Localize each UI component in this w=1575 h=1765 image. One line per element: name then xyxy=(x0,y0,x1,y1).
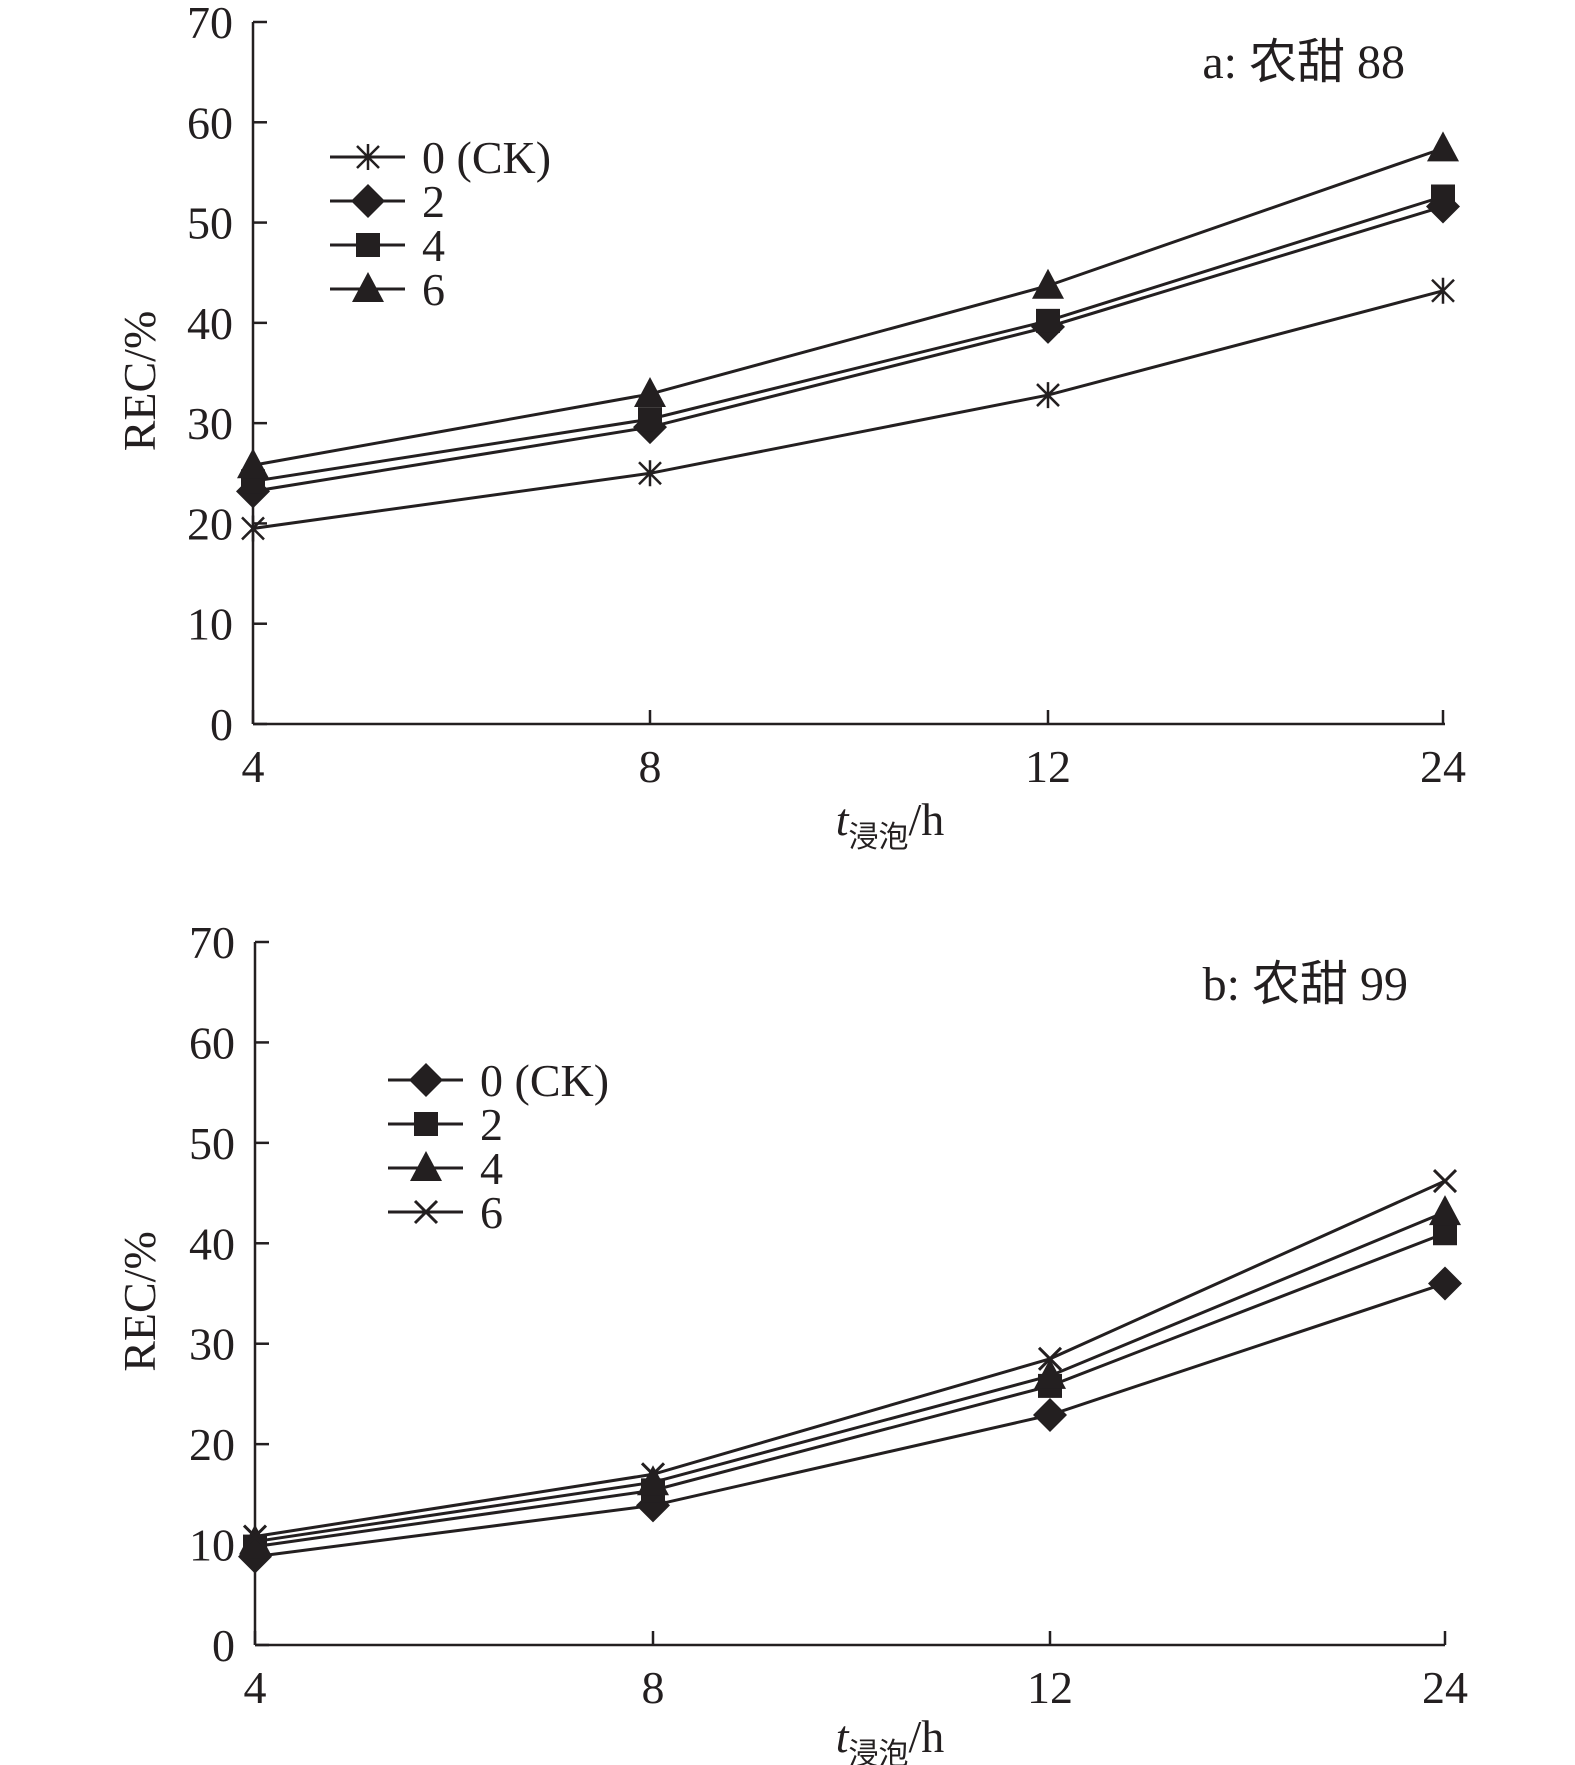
legend-entry: 6 xyxy=(388,1187,503,1238)
data-point xyxy=(1036,382,1060,409)
legend-entry: 0 (CK) xyxy=(388,1055,609,1106)
series-line xyxy=(254,1231,1446,1549)
series-0 xyxy=(238,1266,1462,1574)
data-point xyxy=(1427,131,1459,162)
y-tick-label: 40 xyxy=(187,298,233,349)
legend-marker xyxy=(414,1112,438,1136)
y-axis-label: REC/% xyxy=(114,311,165,452)
data-point xyxy=(638,407,662,432)
legend-entry: 2 xyxy=(388,1099,503,1150)
data-point xyxy=(1433,1221,1457,1246)
data-point xyxy=(241,515,265,542)
series-2 xyxy=(241,184,1455,494)
data-point xyxy=(634,377,666,408)
y-axis-label: REC/% xyxy=(114,1231,165,1372)
series-line xyxy=(254,1282,1446,1559)
y-tick-label: 0 xyxy=(212,1620,235,1671)
data-point xyxy=(1037,1346,1063,1371)
legend-marker xyxy=(410,1151,442,1181)
x-tick-label: 8 xyxy=(642,1662,665,1713)
y-tick-label: 20 xyxy=(187,498,233,549)
legend-marker xyxy=(409,1063,443,1097)
data-point xyxy=(638,460,662,487)
legend: 0 (CK)246 xyxy=(388,1055,609,1238)
y-tick-label: 10 xyxy=(189,1520,235,1571)
data-point xyxy=(640,1462,666,1487)
data-point xyxy=(1034,1358,1066,1389)
series-line xyxy=(252,195,1444,483)
series-line xyxy=(252,289,1444,530)
series-1 xyxy=(236,189,1460,509)
data-point xyxy=(237,448,269,479)
series-line xyxy=(254,1210,1446,1544)
x-tick-label: 24 xyxy=(1420,741,1466,792)
legend-entry: 6 xyxy=(330,264,445,315)
data-point xyxy=(1036,308,1060,333)
y-tick-label: 10 xyxy=(187,599,233,650)
data-point xyxy=(239,1524,271,1555)
legend-entry: 2 xyxy=(330,176,445,227)
series-line xyxy=(252,205,1444,493)
data-point xyxy=(637,1465,669,1496)
legend-label: 2 xyxy=(480,1099,503,1150)
x-tick-label: 24 xyxy=(1422,1662,1468,1713)
legend-entry: 0 (CK) xyxy=(330,132,551,183)
y-tick-label: 70 xyxy=(189,917,235,968)
legend-marker xyxy=(351,184,385,218)
y-tick-label: 50 xyxy=(187,198,233,249)
y-tick-label: 0 xyxy=(210,699,233,750)
legend-marker xyxy=(356,233,380,257)
series-2 xyxy=(239,1195,1461,1555)
x-axis-label: t浸泡/h xyxy=(836,794,945,855)
legend-marker xyxy=(352,272,384,302)
panel-label: b: 农甜 99 xyxy=(1203,958,1408,1011)
y-tick-label: 60 xyxy=(187,97,233,148)
x-axis-label: t浸泡/h xyxy=(836,1711,945,1765)
series-3 xyxy=(237,131,1459,479)
legend-label: 6 xyxy=(480,1187,503,1238)
y-tick-label: 60 xyxy=(189,1017,235,1068)
legend: 0 (CK)246 xyxy=(330,132,551,315)
legend-label: 2 xyxy=(422,176,445,227)
data-point xyxy=(1431,277,1455,304)
data-point xyxy=(1032,268,1064,299)
data-point xyxy=(1431,184,1455,209)
x-tick-label: 4 xyxy=(242,741,265,792)
legend-label: 4 xyxy=(480,1143,503,1194)
series-line xyxy=(254,1179,1446,1539)
data-point xyxy=(242,1524,268,1549)
legend-label: 0 (CK) xyxy=(480,1055,609,1106)
data-point xyxy=(1432,1168,1458,1194)
legend-entry: 4 xyxy=(330,220,445,271)
legend-label: 4 xyxy=(422,220,445,271)
legend-entry: 4 xyxy=(388,1143,503,1194)
y-tick-label: 50 xyxy=(189,1118,235,1169)
legend-label: 6 xyxy=(422,264,445,315)
series-0 xyxy=(241,277,1455,542)
y-tick-label: 70 xyxy=(187,0,233,48)
y-tick-label: 30 xyxy=(187,398,233,449)
x-tick-label: 12 xyxy=(1027,1662,1073,1713)
data-point xyxy=(1033,1398,1067,1433)
panel-label: a: 农甜 88 xyxy=(1202,36,1405,89)
series-1 xyxy=(243,1221,1457,1559)
x-tick-label: 4 xyxy=(244,1662,267,1713)
legend-label: 0 (CK) xyxy=(422,132,551,183)
legend-marker xyxy=(413,1199,439,1225)
series-line xyxy=(252,146,1444,467)
x-tick-label: 8 xyxy=(639,741,662,792)
legend-marker xyxy=(356,144,380,170)
y-tick-label: 30 xyxy=(189,1319,235,1370)
data-point xyxy=(1429,1195,1461,1226)
y-tick-label: 40 xyxy=(189,1218,235,1269)
data-point xyxy=(1428,1266,1462,1301)
x-tick-label: 12 xyxy=(1025,741,1071,792)
series-3 xyxy=(242,1168,1458,1549)
y-tick-label: 20 xyxy=(189,1419,235,1470)
